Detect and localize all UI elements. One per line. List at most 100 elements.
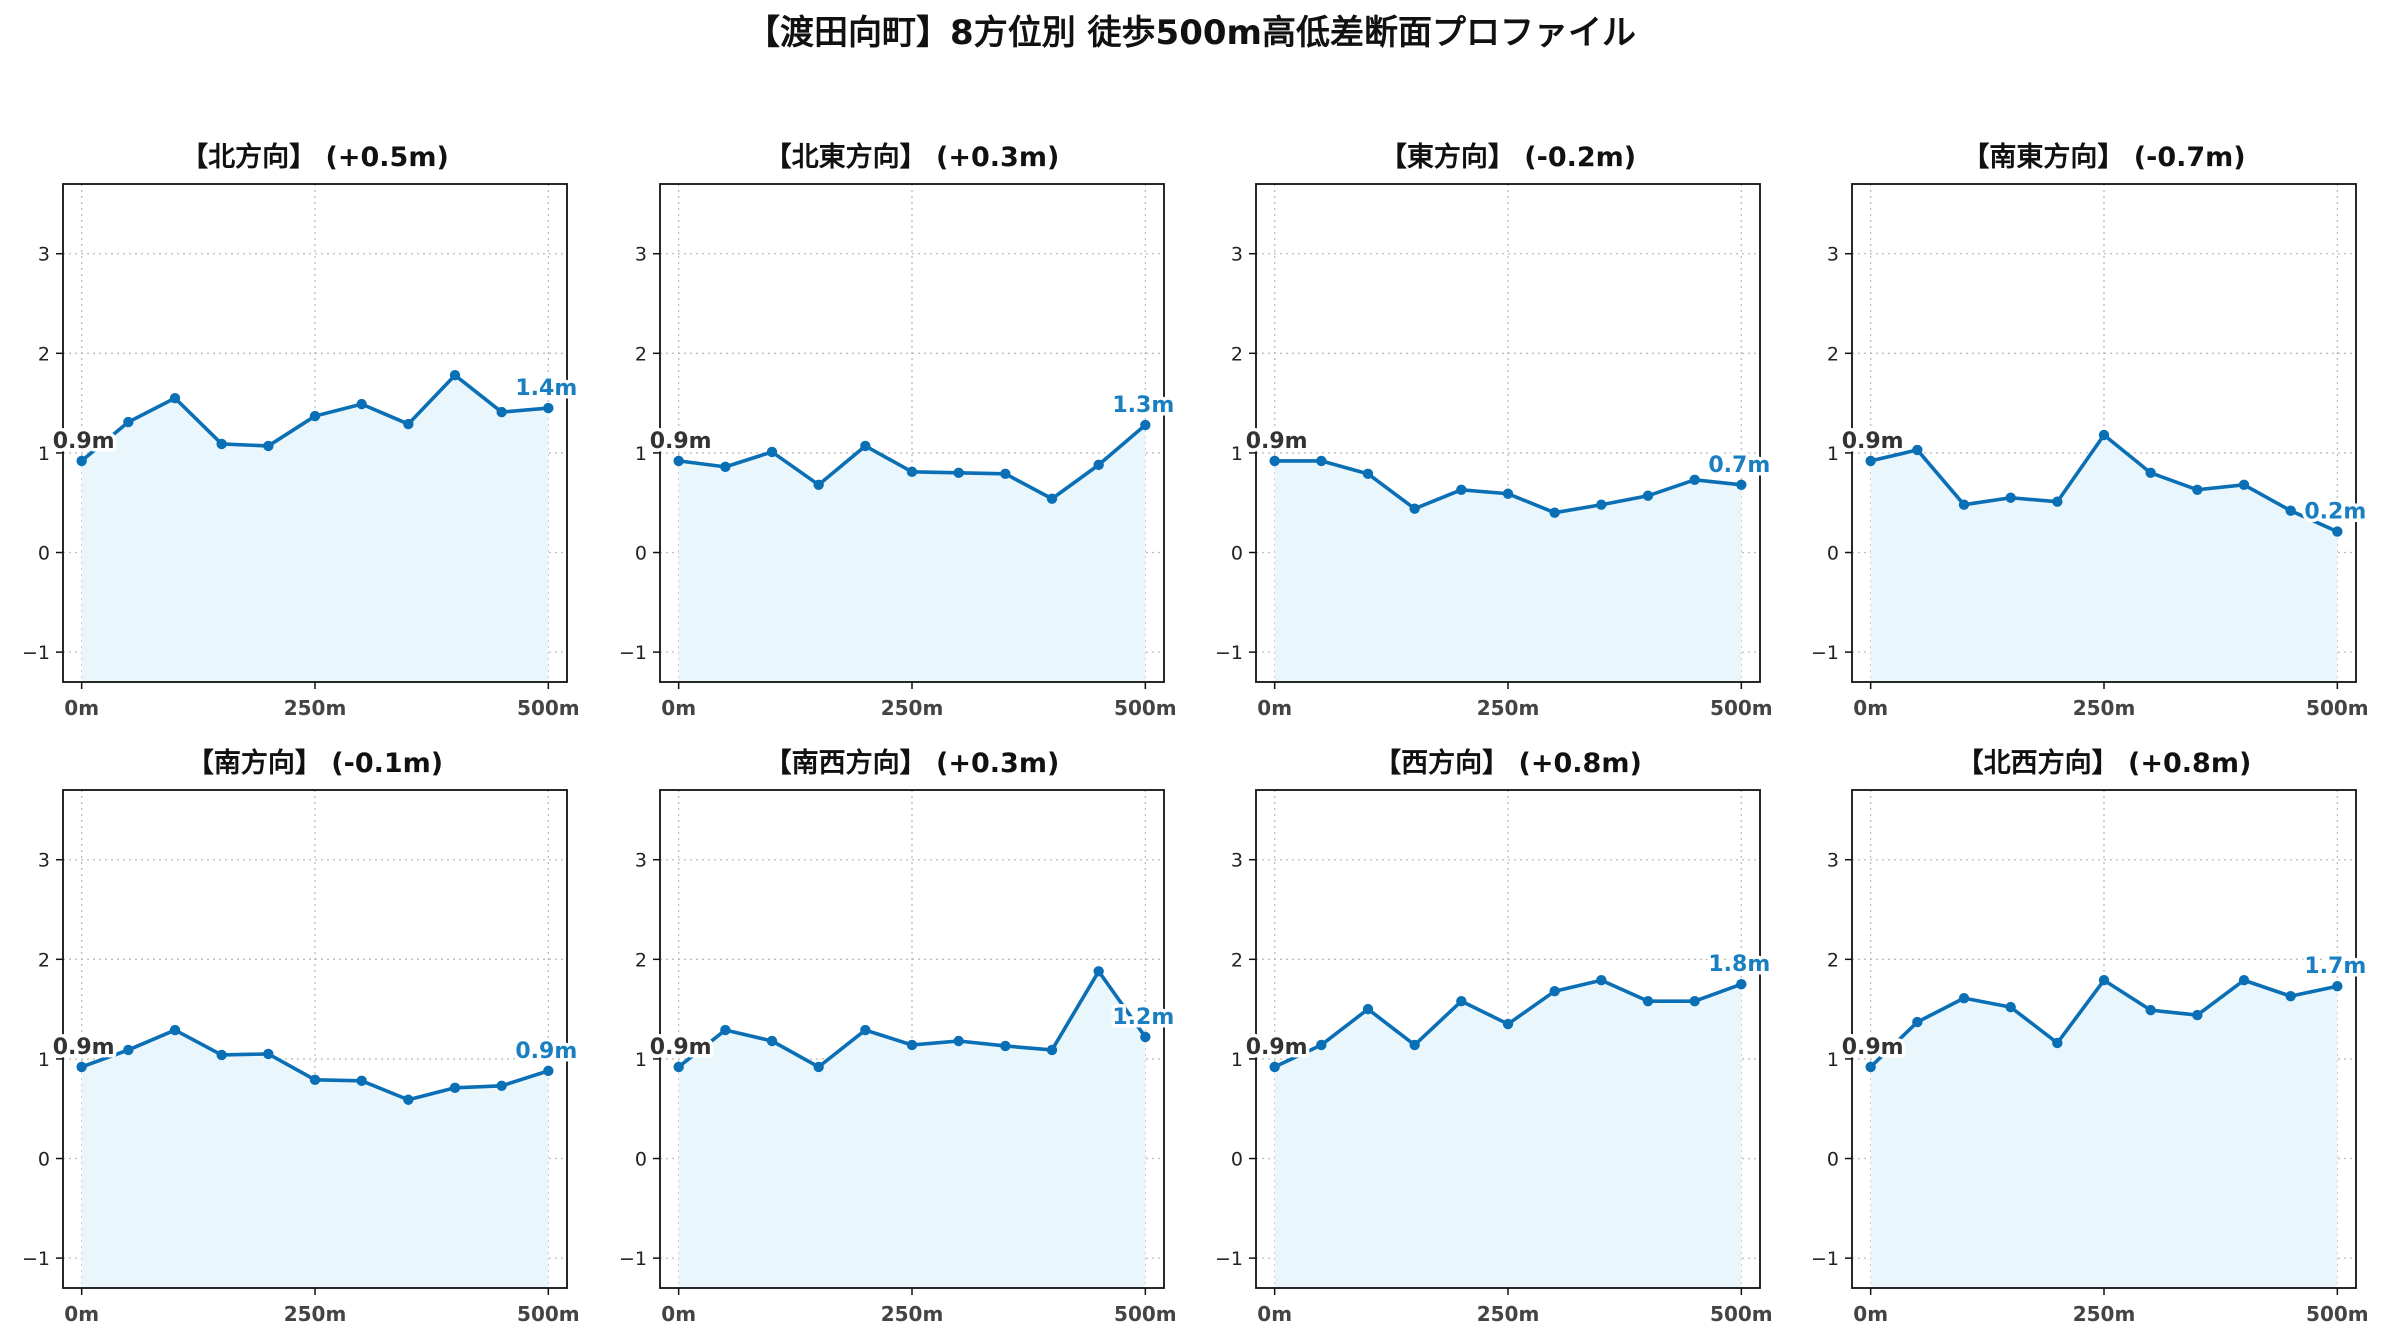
x-tick-label: 250m — [2073, 1302, 2136, 1326]
data-point — [76, 1061, 87, 1073]
y-tick-label: 0 — [38, 543, 50, 565]
y-tick-label: −1 — [22, 1248, 50, 1270]
x-tick-label: 0m — [661, 1302, 696, 1326]
data-point — [449, 1082, 461, 1094]
end-label-halo: 0.7m — [1708, 453, 1770, 478]
data-point — [1958, 499, 1970, 510]
data-point — [543, 1065, 554, 1077]
data-point — [860, 1024, 871, 1036]
data-point — [860, 440, 871, 452]
data-point — [720, 1024, 731, 1036]
x-tick-label: 500m — [2306, 1302, 2369, 1326]
y-tick-label: 2 — [635, 949, 647, 971]
y-tick-label: −1 — [619, 642, 647, 664]
data-point — [813, 1061, 824, 1073]
data-point — [2145, 467, 2156, 479]
data-point — [76, 455, 87, 467]
start-label: 0.9m — [53, 429, 115, 454]
start-label: 0.9m — [1246, 429, 1308, 454]
x-tick-label: 0m — [64, 1302, 99, 1326]
y-tick-label: 2 — [1231, 343, 1243, 365]
end-label-halo: 0.2m — [2304, 500, 2366, 525]
start-label-halo: 0.9m — [1246, 429, 1308, 454]
data-point — [403, 418, 414, 430]
data-point — [953, 467, 964, 479]
end-label-halo: 1.8m — [1708, 952, 1770, 977]
y-tick-label: 3 — [1231, 850, 1243, 872]
y-tick-label: 0 — [635, 1149, 647, 1171]
data-point — [2332, 526, 2343, 537]
data-point — [673, 455, 684, 467]
area-fill — [81, 375, 549, 682]
data-point — [2192, 1009, 2203, 1021]
start-label-halo: 0.9m — [1246, 1035, 1308, 1060]
x-tick-label: 500m — [1710, 696, 1773, 720]
y-tick-label: 0 — [1231, 543, 1243, 565]
x-tick-label: 250m — [284, 696, 347, 720]
panel-title: 【南東方向】 (-0.7m) — [1962, 141, 2245, 173]
x-tick-label: 500m — [1710, 1302, 1773, 1326]
y-tick-label: −1 — [1215, 1248, 1243, 1270]
data-point — [1409, 503, 1420, 514]
y-tick-label: 1 — [38, 443, 50, 465]
x-tick-label: 250m — [2073, 696, 2136, 720]
end-label: 1.3m — [1112, 393, 1174, 418]
area-fill — [1870, 434, 2338, 682]
data-point — [1046, 1044, 1058, 1056]
x-tick-label: 0m — [1257, 1302, 1292, 1326]
data-point — [1736, 979, 1747, 990]
x-tick-label: 250m — [881, 1302, 944, 1326]
area-fill — [678, 425, 1146, 682]
data-point — [953, 1035, 964, 1047]
end-label-halo: 1.4m — [515, 376, 577, 401]
y-tick-label: −1 — [1811, 642, 1839, 664]
y-tick-label: 3 — [38, 850, 50, 872]
x-tick-label: 500m — [1114, 1302, 1177, 1326]
panel-title: 【北東方向】 (+0.3m) — [765, 141, 1060, 173]
data-point — [216, 1049, 227, 1061]
data-point — [720, 461, 731, 473]
start-label: 0.9m — [1246, 1035, 1308, 1060]
data-point — [1912, 444, 1923, 456]
y-tick-label: 2 — [38, 343, 50, 365]
data-point — [1093, 966, 1104, 977]
data-point — [309, 1074, 321, 1086]
data-point — [1456, 995, 1467, 1007]
y-tick-label: 2 — [1827, 343, 1839, 365]
panel-title: 【南方向】 (-0.1m) — [187, 747, 443, 779]
data-point — [2052, 1037, 2063, 1049]
panel-title: 【南西方向】 (+0.3m) — [765, 747, 1060, 779]
data-point — [1502, 1018, 1514, 1030]
x-tick-label: 0m — [1853, 1302, 1888, 1326]
y-tick-label: 0 — [1827, 1149, 1839, 1171]
data-point — [1736, 479, 1747, 490]
start-label: 0.9m — [1842, 1035, 1904, 1060]
data-point — [1093, 459, 1104, 471]
y-tick-label: 3 — [1827, 244, 1839, 266]
data-point — [2098, 975, 2110, 986]
data-point — [1502, 488, 1514, 499]
start-label-halo: 0.9m — [53, 429, 115, 454]
start-label-halo: 0.9m — [650, 429, 712, 454]
data-point — [2285, 505, 2296, 516]
y-tick-label: −1 — [1215, 642, 1243, 664]
x-tick-label: 0m — [1853, 696, 1888, 720]
y-tick-label: 3 — [1827, 850, 1839, 872]
data-point — [496, 1080, 507, 1092]
y-tick-label: 3 — [1231, 244, 1243, 266]
y-tick-label: 2 — [1231, 949, 1243, 971]
end-label: 1.4m — [515, 376, 577, 401]
y-tick-label: 1 — [1231, 1049, 1243, 1071]
y-tick-label: 2 — [38, 949, 50, 971]
y-tick-label: 3 — [635, 850, 647, 872]
start-label-halo: 0.9m — [53, 1035, 115, 1060]
data-point — [2145, 1004, 2156, 1016]
data-point — [1409, 1039, 1420, 1051]
data-point — [766, 1035, 778, 1047]
data-point — [496, 406, 507, 418]
